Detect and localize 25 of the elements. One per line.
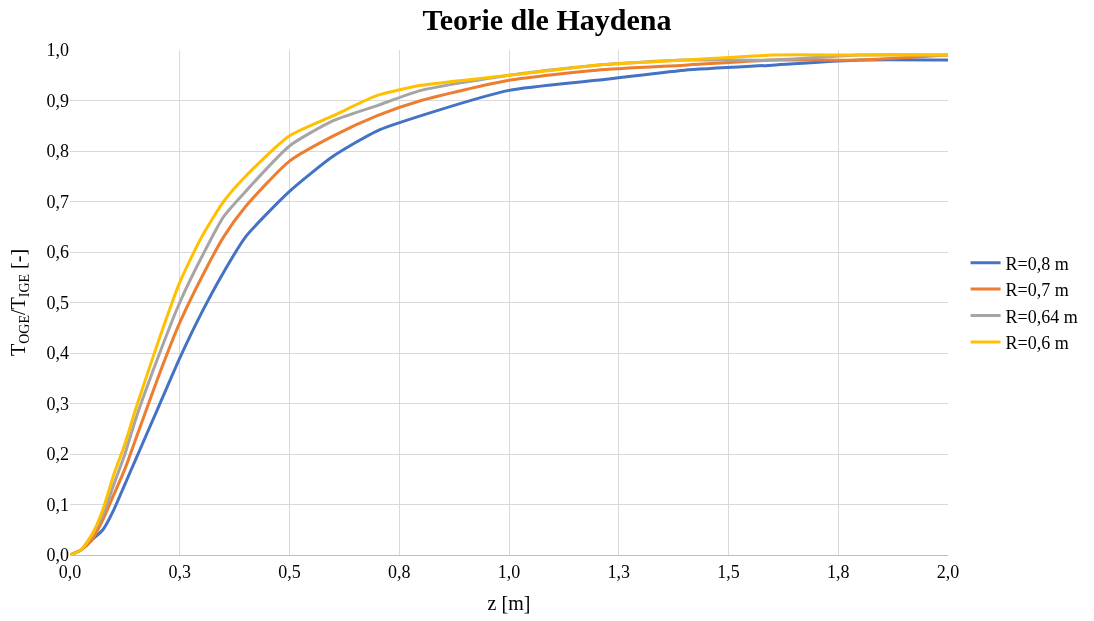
legend-label: R=0,8 m [1005,253,1069,274]
legend-label: R=0,64 m [1005,306,1078,327]
y-tick-label: 0,1 [46,494,69,515]
x-axis-title: z [m] [487,592,531,615]
y-tick-label: 0,8 [46,141,69,162]
y-tick-label: 0,4 [46,343,69,364]
x-tick-label: 2,0 [936,561,960,582]
x-tick-label: 0,5 [278,561,301,582]
x-tick-label: 1,0 [497,561,521,582]
y-tick-label: 0,9 [46,90,69,111]
x-tick-label: 1,3 [607,561,630,582]
x-tick-label: 0,3 [168,561,191,582]
y-tick-label: 0,0 [46,545,69,566]
x-tick-label: 1,8 [827,561,850,582]
y-tick-label: 0,2 [46,444,69,465]
chart-title: Teorie dle Haydena [422,3,672,37]
x-tick-label: 1,5 [717,561,740,582]
legend-label: R=0,7 m [1005,280,1069,301]
y-tick-label: 1,0 [46,40,69,61]
y-tick-label: 0,5 [46,292,69,313]
legend-label: R=0,6 m [1005,332,1069,353]
y-tick-label: 0,7 [46,191,69,212]
y-tick-label: 0,6 [46,242,69,263]
x-tick-label: 0,8 [388,561,411,582]
y-tick-label: 0,3 [46,393,69,414]
